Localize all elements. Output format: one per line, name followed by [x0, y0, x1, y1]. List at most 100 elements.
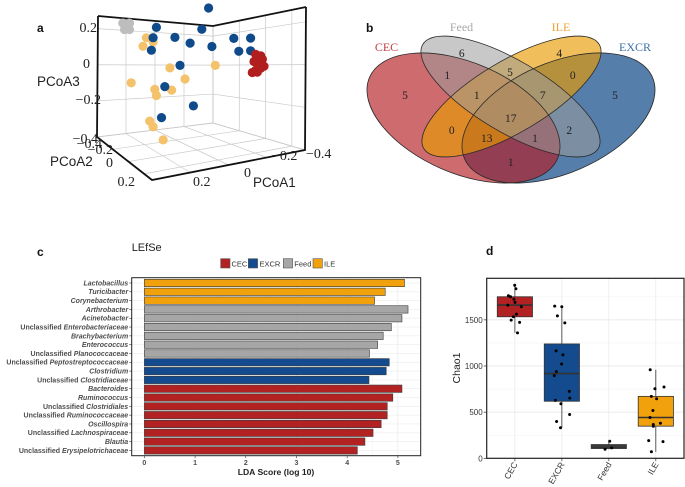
lefse-taxon-label: Enterococcus [82, 342, 128, 349]
lefse-bar-feed [144, 323, 392, 332]
chao1-panel-border [486, 277, 685, 459]
grid-line-floor [212, 122, 306, 151]
taxon-prefix: Unclassified [43, 404, 86, 411]
box-point-cec [513, 300, 517, 304]
lefse-taxon-label: Brachybacterium [71, 333, 128, 340]
legend-swatch-feed [282, 258, 293, 269]
lefse-taxon-label: Corynebacterium [71, 298, 129, 305]
box-point-excr [559, 402, 563, 406]
grid-line-right-wall [212, 93, 306, 108]
lefse-taxon-label: Bacteroides [88, 386, 128, 393]
box-point-excr [560, 362, 564, 366]
venn-outline-excr [461, 52, 656, 184]
box-point-excr [554, 349, 558, 353]
pcoa-box-top-edge [97, 6, 307, 27]
venn-count-cec-feed-ile: 1 [474, 90, 480, 102]
taxon-name: Brachybacterium [71, 333, 128, 340]
taxon-name: Enterococcus [82, 342, 128, 349]
lefse-taxon-label: Unclassified Clostridiaceae [37, 377, 128, 384]
pcoa1-axis-label: PCoA1 [253, 175, 296, 190]
grid-line-floor [144, 145, 292, 175]
chao1-y-axis-title: Chao1 [451, 352, 463, 383]
box-point-excr [563, 321, 567, 325]
chao1-y-tick-label: 1000 [465, 362, 483, 371]
panel-a-pcoa-3d: a 0.2 0 −0.2 −0.4 PCoA3 −0.4 −0.2 0 0.2 … [37, 3, 331, 190]
box-point-excr [560, 305, 564, 309]
venn-count-cec-feed: 1 [444, 70, 450, 82]
lefse-bar-feed [144, 305, 409, 314]
taxon-name: Planococcaceae [74, 351, 129, 358]
pcoa-point-excr [170, 32, 180, 43]
pcoa1-tick-label: −0.4 [306, 147, 331, 162]
lefse-x-axis-title: LDA Score (log 10) [238, 467, 315, 477]
box-point-cec [509, 295, 513, 299]
pcoa-point-excr [185, 38, 195, 48]
box-point-cec [512, 297, 516, 301]
taxon-name: Oscillospira [88, 421, 128, 428]
taxon-name: Corynebacterium [71, 298, 129, 305]
box-point-excr [552, 374, 556, 378]
legend-label-cec: CEC [232, 259, 248, 268]
box-point-cec [514, 287, 518, 291]
lefse-taxon-label: Unclassified Lachnospiraceae [28, 430, 128, 437]
taxon-name: Erysipelotrichaceae [62, 448, 128, 455]
pcoa-point-excr [156, 113, 167, 123]
venn-count-cec-only: 5 [402, 90, 408, 102]
pcoa-point-cec [257, 54, 267, 64]
grid-line-right-wall [212, 21, 306, 37]
box-point-ile [649, 450, 653, 454]
panel-b-venn: b CEC Feed ILE EXCR 5 6 4 5 1 5 0 1 7 17… [366, 20, 656, 184]
venn-fills [366, 36, 656, 184]
venn-outline-ile [421, 35, 602, 158]
lefse-bar-cec [144, 437, 366, 446]
box-point-ile [648, 416, 652, 419]
pcoa-point-excr [197, 24, 207, 34]
pcoa-point-ile [141, 33, 151, 43]
box-point-excr [553, 398, 557, 402]
lefse-x-tick-label: 1 [193, 460, 197, 467]
pcoa-point-excr [234, 46, 244, 56]
box-point-ile [658, 421, 662, 425]
legend-label-excr: EXCR [260, 259, 281, 268]
box-point-cec [519, 305, 523, 309]
lefse-bar-cec [144, 402, 388, 411]
pcoa-point-ile [138, 41, 148, 51]
panel-label-d: d [486, 244, 493, 258]
pcoa-points [118, 3, 269, 145]
lefse-bar-cec [144, 419, 382, 428]
grid-line-floor [183, 126, 267, 158]
lefse-taxon-label: Lactobacillus [83, 280, 128, 287]
box-point-ile [649, 394, 653, 398]
pcoa-point-feed [124, 24, 135, 35]
venn-count-cec-ile: 0 [449, 125, 455, 137]
box-point-excr [555, 420, 559, 423]
pcoa3-axis-label: PCoA3 [37, 74, 80, 89]
venn-count-ile-excr: 0 [570, 70, 576, 82]
taxon-name: Turicibacter [88, 289, 129, 296]
panel-label-c: c [37, 245, 44, 259]
legend-swatch-ile [312, 258, 323, 269]
lefse-x-tick-label: 4 [345, 460, 349, 467]
lefse-legend: CEC EXCR Feed ILE [220, 258, 335, 269]
taxon-prefix: Unclassified [37, 377, 80, 384]
taxon-name: Blautia [105, 439, 128, 446]
lefse-taxon-label: Unclassified Erysipelotrichaceae [19, 448, 128, 455]
chao1-y-tick-label: 0 [478, 454, 483, 463]
box-point-ile [653, 387, 657, 391]
pcoa-point-excr [207, 41, 217, 52]
box-point-cec [516, 331, 519, 335]
pcoa1-tick-label: −0.2 [272, 149, 297, 164]
box-point-ile [655, 397, 659, 401]
chao1-y-tick-label: 500 [469, 408, 483, 417]
lefse-plot-area: Lactobacillus Turicibacter Corynebacterium… [6, 277, 422, 467]
pcoa-point-ile [148, 122, 158, 132]
lefse-bar-excr [144, 367, 387, 376]
pcoa2-tick-label: −0.2 [88, 143, 113, 158]
box-point-excr [559, 426, 562, 430]
venn-outline-feed [420, 35, 601, 158]
taxon-name: Lachnospiraceae [71, 430, 128, 437]
taxon-name: Bacteroides [88, 386, 128, 393]
lefse-taxon-label: Unclassified Ruminococcaceae [24, 413, 129, 420]
